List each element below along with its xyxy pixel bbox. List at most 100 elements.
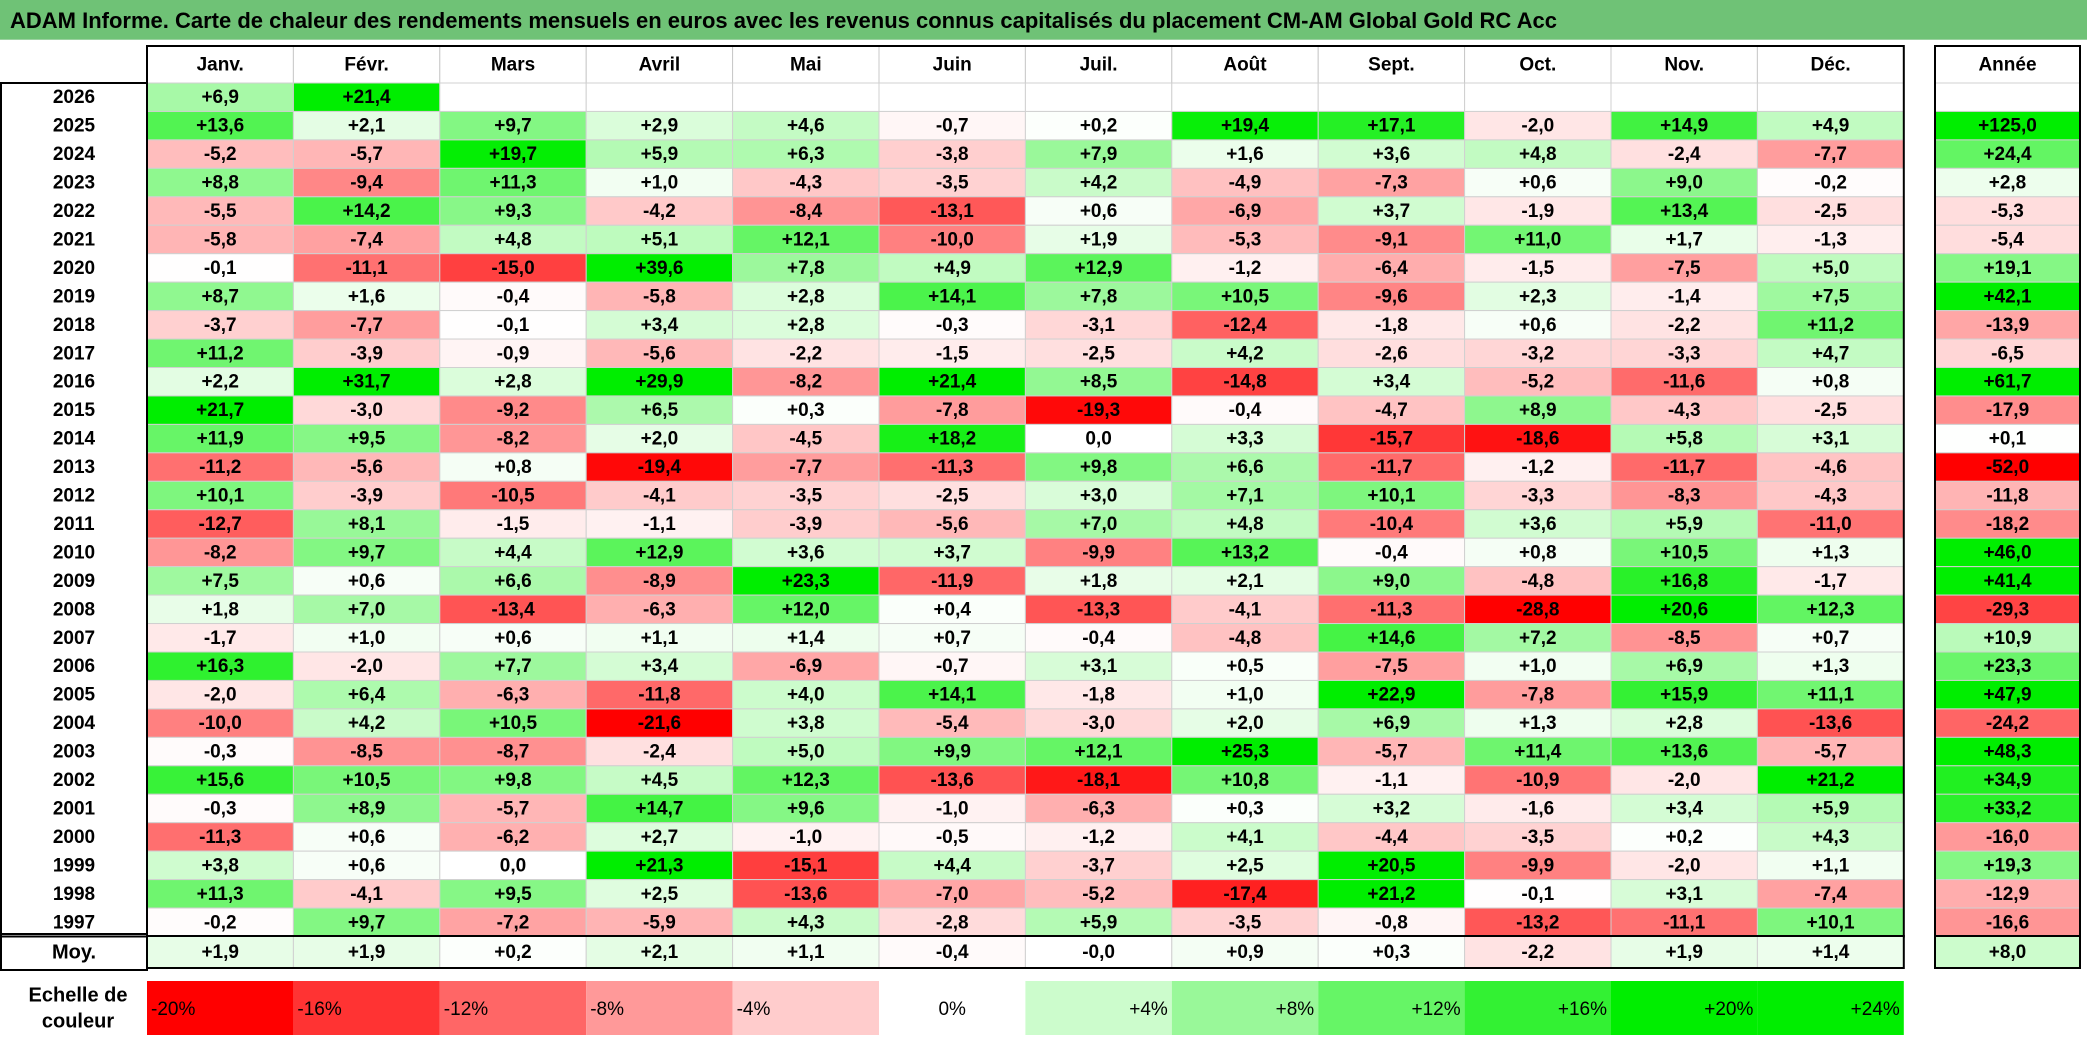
- cell-value: +16,8: [1660, 571, 1708, 592]
- month-header-cell: [732, 45, 880, 84]
- heatmap-cell: [1317, 765, 1466, 795]
- row-year-label: 2004: [53, 713, 96, 734]
- cell-value: +10,5: [1221, 286, 1270, 307]
- cell-value: +1,0: [641, 173, 679, 194]
- heatmap-cell: [732, 679, 880, 710]
- average-cell: [439, 935, 587, 969]
- annual-cell: [1934, 765, 2081, 795]
- cell-value: -5,2: [1082, 884, 1115, 905]
- month-header-cell: [1610, 45, 1758, 84]
- annual-value: -17,9: [1986, 400, 2029, 421]
- cell-value: -6,3: [643, 599, 676, 620]
- heatmap-cell: [1464, 253, 1612, 283]
- heatmap-cell: [1464, 822, 1612, 852]
- annual-value: +10,9: [1983, 628, 2031, 649]
- heatmap-cell: [878, 679, 1026, 710]
- cell-value: -0,7: [936, 116, 969, 137]
- cell-value: +12,0: [782, 599, 830, 620]
- cell-value: +4,9: [933, 258, 971, 279]
- cell-value: -5,6: [643, 343, 676, 364]
- cell-value: +8,1: [348, 514, 386, 535]
- heatmap-cell: [146, 310, 294, 340]
- cell-value: +7,8: [787, 258, 825, 279]
- row-year-label: 2016: [53, 372, 95, 393]
- heatmap-cell: [1756, 509, 1905, 539]
- annual-value: +42,1: [1983, 286, 2032, 307]
- cell-value: -0,2: [1814, 173, 1847, 194]
- cell-value: -11,2: [199, 457, 241, 478]
- cell-value: +5,0: [1812, 258, 1850, 279]
- cell-value: +12,9: [1075, 258, 1123, 279]
- annual-cell: [1934, 736, 2081, 767]
- heatmap-cell: [732, 907, 880, 937]
- heatmap-cell: [878, 623, 1026, 653]
- scale-step-label: -8%: [590, 999, 624, 1020]
- cell-value: +6,4: [348, 685, 386, 706]
- annual-cell: [1934, 452, 2081, 482]
- cell-value: +11,3: [197, 884, 244, 905]
- scale-step-label: +24%: [1851, 999, 1900, 1020]
- cell-value: -6,9: [789, 656, 822, 677]
- cell-value: +0,6: [1519, 173, 1557, 194]
- cell-value: +7,1: [1226, 486, 1264, 507]
- cell-value: +0,2: [1665, 827, 1703, 848]
- heatmap-cell: [1756, 879, 1905, 909]
- cell-value: +25,3: [1221, 742, 1269, 763]
- cell-value: +0,8: [494, 457, 532, 478]
- cell-value: +2,5: [641, 884, 679, 905]
- cell-value: +1,6: [348, 286, 386, 307]
- cell-value: -11,3: [199, 827, 241, 848]
- heatmap-cell: [585, 452, 734, 482]
- cell-value: +4,8: [1519, 144, 1557, 165]
- cell-value: +0,3: [1226, 798, 1264, 819]
- heatmap-cell: [585, 139, 734, 169]
- cell-value: +1,9: [1080, 229, 1118, 250]
- heatmap-cell: [146, 679, 294, 710]
- heatmap-cell: [1317, 651, 1466, 681]
- heatmap-cell: [732, 423, 880, 454]
- heatmap-cell: [1317, 793, 1466, 824]
- heatmap-cell: [1464, 82, 1612, 112]
- heatmap-cell: [1024, 509, 1173, 539]
- cell-value: +8,9: [348, 798, 386, 819]
- cell-value: +0,5: [1226, 656, 1264, 677]
- cell-value: -4,8: [1521, 571, 1554, 592]
- cell-value: -5,7: [1375, 742, 1408, 763]
- cell-value: -10,4: [1370, 514, 1414, 535]
- cell-value: +1,1: [1812, 855, 1850, 876]
- heatmap-cell: [1610, 708, 1758, 738]
- scale-cell: [732, 981, 879, 1035]
- cell-value: +15,9: [1660, 685, 1708, 706]
- annual-cell: [1934, 338, 2081, 368]
- annual-cell: [1934, 879, 2081, 909]
- heatmap-cell: [292, 139, 441, 169]
- heatmap-cell: [732, 452, 880, 482]
- cell-value: -13,4: [491, 599, 535, 620]
- cell-value: +1,0: [1519, 656, 1557, 677]
- annual-cell: [1934, 281, 2081, 312]
- month-header: Sept.: [1368, 55, 1414, 76]
- cell-value: +9,7: [494, 116, 532, 137]
- cell-value: -13,1: [931, 201, 975, 222]
- heatmap-cell: [878, 708, 1026, 738]
- cell-value: -3,2: [1521, 343, 1554, 364]
- heatmap-cell: [292, 452, 441, 482]
- cell-value: +5,9: [1812, 798, 1850, 819]
- cell-value: -3,1: [1082, 315, 1115, 336]
- heatmap-cell: [1317, 139, 1466, 169]
- cell-value: +2,0: [641, 429, 679, 450]
- heatmap-cell: [439, 594, 587, 625]
- cell-value: +3,8: [201, 855, 239, 876]
- cell-value: +0,2: [1080, 116, 1118, 137]
- annual-value: -29,3: [1986, 599, 2029, 620]
- heatmap-cell: [292, 480, 441, 511]
- heatmap-cell: [732, 594, 880, 625]
- cell-value: -9,2: [497, 400, 530, 421]
- heatmap-cell: [1610, 224, 1758, 255]
- scale-cell: [586, 981, 733, 1035]
- cell-value: -3,0: [350, 400, 383, 421]
- row-year-label: 2006: [53, 656, 95, 677]
- cell-value: -12,7: [199, 514, 242, 535]
- heatmap-cell: [1610, 196, 1758, 226]
- heatmap-cell: [292, 850, 441, 881]
